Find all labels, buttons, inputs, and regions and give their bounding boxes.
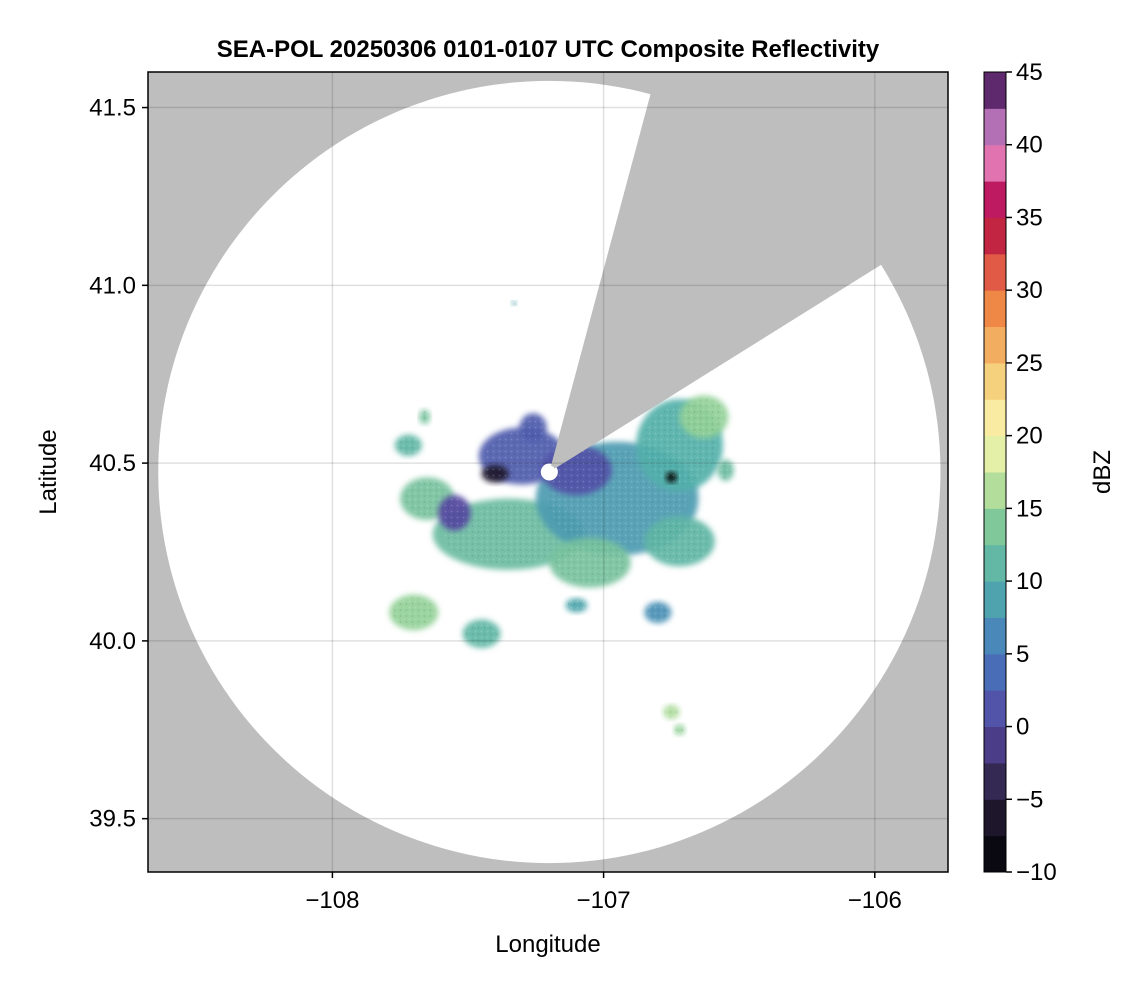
colorbar: −10 −5 0 5 10 15 20 25 30 35 40 45 xyxy=(983,59,1057,886)
colorbar-segment xyxy=(984,108,1006,146)
echo-cell xyxy=(549,537,631,588)
colorbar-label: dBZ xyxy=(1089,450,1116,494)
y-tick-label: 40.5 xyxy=(89,450,136,477)
colorbar-segment xyxy=(984,726,1006,764)
colorbar-tick-label: −10 xyxy=(1016,859,1057,886)
colorbar-segment xyxy=(984,399,1006,437)
echo-cell xyxy=(663,704,680,720)
echo-texture xyxy=(521,415,545,440)
x-tick-label: −106 xyxy=(848,887,902,914)
y-tick-label: 41.0 xyxy=(89,272,136,299)
colorbar-segment xyxy=(984,581,1006,618)
plot-frame xyxy=(147,71,949,873)
echo-texture xyxy=(649,520,710,563)
colorbar-segment xyxy=(984,835,1006,873)
colorbar-tick-label: 0 xyxy=(1016,714,1029,741)
colorbar-segment xyxy=(984,144,1006,182)
colorbar-segment xyxy=(984,290,1006,328)
x-axis-label: Longitude xyxy=(495,931,600,958)
colorbar-tick-label: 20 xyxy=(1016,423,1043,450)
x-axis-ticks: −108 −107 −106 xyxy=(305,872,902,914)
echo-cell xyxy=(679,395,729,439)
echo-texture xyxy=(444,504,574,565)
chart-title: SEA-POL 20250306 0101-0107 UTC Composite… xyxy=(217,36,880,63)
echo-texture xyxy=(404,480,451,517)
echo-texture xyxy=(646,603,670,622)
y-axis-label: Latitude xyxy=(35,429,62,514)
colorbar-segment xyxy=(984,799,1006,837)
echo-cell xyxy=(394,434,422,457)
echo-texture xyxy=(396,436,420,455)
echo-cell xyxy=(462,619,501,648)
echo-cell xyxy=(481,464,509,483)
grid-lines xyxy=(148,72,948,872)
echo-cell xyxy=(400,477,455,520)
echo-texture xyxy=(465,621,498,646)
y-tick-label: 39.5 xyxy=(89,806,136,833)
colorbar-segment xyxy=(984,762,1006,800)
colorbar-tick-label: 5 xyxy=(1016,641,1029,668)
colorbar-tick-label: 35 xyxy=(1016,204,1043,231)
echo-texture xyxy=(567,599,586,612)
echo-texture xyxy=(483,466,507,482)
colorbar-segment xyxy=(984,544,1006,582)
colorbar-segment xyxy=(984,508,1006,546)
x-tick-label: −108 xyxy=(305,887,359,914)
colorbar-tick-label: 40 xyxy=(1016,132,1043,159)
colorbar-segment xyxy=(984,217,1006,255)
colorbar-segment xyxy=(984,690,1006,728)
y-tick-label: 40.0 xyxy=(89,628,136,655)
blocked-sector xyxy=(549,72,915,472)
echo-cell xyxy=(419,409,431,424)
colorbar-tick-label: 25 xyxy=(1016,350,1043,377)
echo-texture xyxy=(718,461,733,480)
echo-texture xyxy=(664,705,679,719)
echo-cell xyxy=(665,472,677,483)
echo-texture xyxy=(683,398,725,436)
colorbar-segment xyxy=(984,653,1006,691)
colorbar-segment xyxy=(984,472,1006,509)
colorbar-segment xyxy=(984,326,1006,364)
echo-cell xyxy=(389,594,439,631)
colorbar-tick-label: 30 xyxy=(1016,277,1043,304)
colorbar-segment xyxy=(984,181,1006,218)
echo-cell xyxy=(644,601,672,624)
echo-cell xyxy=(519,413,547,442)
echo-texture xyxy=(511,301,517,305)
echo-texture xyxy=(555,541,625,584)
echo-cell xyxy=(717,459,734,481)
colorbar-segment xyxy=(984,362,1006,400)
colorbar-segment xyxy=(984,253,1006,291)
colorbar-frame xyxy=(983,71,1007,873)
echo-texture xyxy=(666,472,676,482)
echo-cell xyxy=(674,724,685,736)
colorbar-tick-label: 15 xyxy=(1016,495,1043,522)
plot-area xyxy=(148,72,948,872)
colorbar-segment xyxy=(984,617,1006,655)
colorbar-segment xyxy=(984,435,1006,473)
echo-texture xyxy=(393,597,435,628)
colorbar-segment xyxy=(984,72,1006,109)
y-axis-ticks: 39.5 40.0 40.5 41.0 41.5 xyxy=(89,95,148,833)
echo-texture xyxy=(420,410,430,423)
echo-cell xyxy=(565,598,588,613)
radar-center-dot xyxy=(542,465,556,479)
y-tick-label: 41.5 xyxy=(89,95,136,122)
echo-texture xyxy=(674,725,685,735)
colorbar-tick-label: 45 xyxy=(1016,59,1043,86)
colorbar-tick-label: 10 xyxy=(1016,568,1043,595)
x-tick-label: −107 xyxy=(577,887,631,914)
echo-texture xyxy=(440,497,469,528)
echo-cell xyxy=(644,516,715,567)
echo-cell xyxy=(511,300,517,306)
colorbar-tick-label: −5 xyxy=(1016,786,1043,813)
reflectivity-echoes xyxy=(389,72,915,736)
echo-cell xyxy=(438,495,471,531)
